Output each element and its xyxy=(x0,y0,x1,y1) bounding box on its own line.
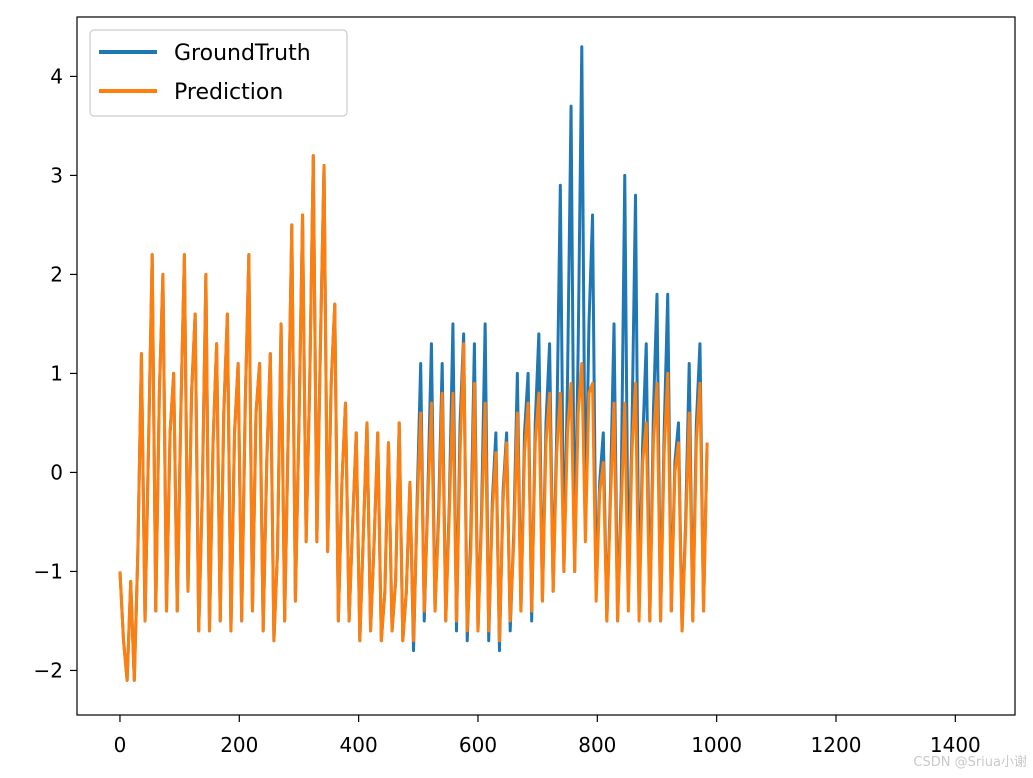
x-tick-label: 600 xyxy=(459,733,497,757)
series-line-prediction xyxy=(118,154,709,682)
legend-label-groundtruth: GroundTruth xyxy=(174,41,311,66)
legend-label-prediction: Prediction xyxy=(174,80,283,105)
x-tick-label: 200 xyxy=(220,733,258,757)
y-tick-label: −1 xyxy=(34,559,63,583)
x-tick-label: 1400 xyxy=(930,733,981,757)
legend: GroundTruth Prediction xyxy=(89,29,348,117)
x-tick-label: 0 xyxy=(114,733,127,757)
y-tick-label: 3 xyxy=(50,163,63,187)
x-axis: 0 200 400 600 800 1000 1200 1400 xyxy=(114,715,981,757)
y-tick-label: −2 xyxy=(34,658,63,682)
x-tick-label: 400 xyxy=(340,733,378,757)
x-tick-label: 800 xyxy=(578,733,616,757)
x-tick-label: 1000 xyxy=(691,733,742,757)
y-axis: −2 −1 0 1 2 3 4 xyxy=(34,64,77,682)
watermark: CSDN @Sriua小谢 xyxy=(913,755,1027,770)
y-tick-label: 0 xyxy=(50,460,63,484)
y-tick-label: 2 xyxy=(50,262,63,286)
series-lines xyxy=(118,45,709,682)
y-tick-label: 4 xyxy=(50,64,63,88)
x-tick-label: 1200 xyxy=(811,733,862,757)
axes-frame xyxy=(76,16,1016,716)
y-tick-label: 1 xyxy=(50,361,63,385)
